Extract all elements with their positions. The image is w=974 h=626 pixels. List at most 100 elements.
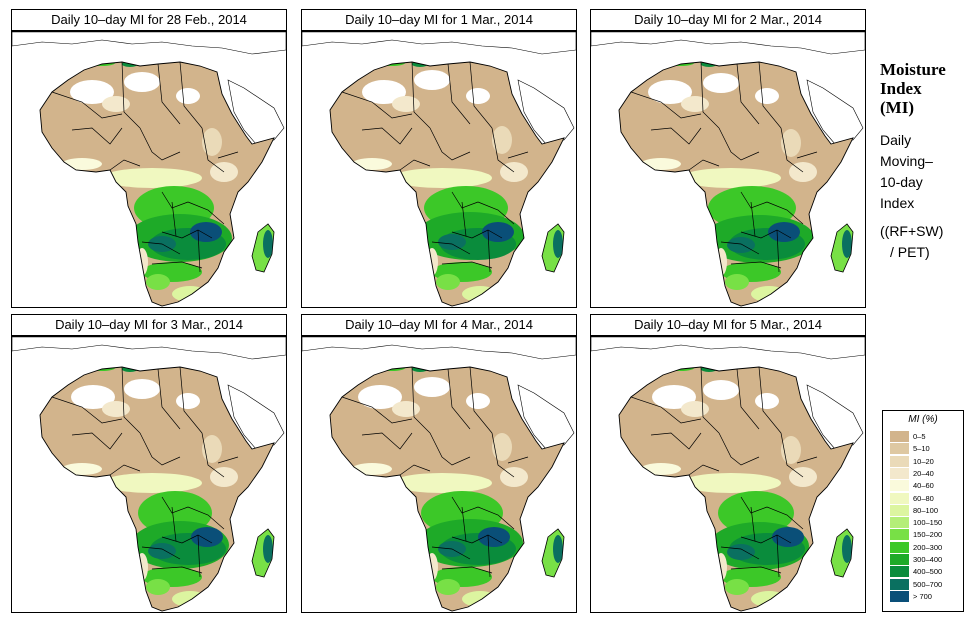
country-border — [736, 368, 760, 430]
country-border — [750, 506, 756, 542]
sahel-belt — [62, 158, 102, 170]
country-border — [650, 432, 702, 450]
desc-line: 10-day — [880, 174, 923, 190]
country-border — [121, 61, 141, 129]
moist-patch — [462, 286, 498, 302]
title-line: (MI) — [880, 98, 914, 117]
dry-patch — [102, 401, 130, 417]
country-border — [720, 241, 760, 255]
coastal-green — [378, 62, 406, 66]
dry-patch — [492, 433, 512, 461]
europe-outline — [591, 32, 865, 55]
country-border — [630, 396, 702, 424]
legend-label: 5–10 — [913, 444, 930, 454]
legend-label: 0–5 — [913, 432, 926, 441]
country-border — [740, 534, 792, 544]
legend-item: 300–400 — [890, 554, 960, 566]
panel-title: Daily 10–day MI for 2 Mar., 2014 — [590, 9, 866, 31]
africa-map — [301, 336, 577, 613]
sahara-bare-patch — [70, 80, 114, 104]
country-border — [650, 127, 702, 145]
very-wet-zone — [478, 527, 510, 547]
sahara-bare-patch — [358, 385, 402, 409]
very-wet-zone — [263, 535, 273, 563]
europe-outline — [12, 337, 286, 360]
madagascar-overlay — [252, 224, 274, 272]
country-border — [451, 191, 479, 209]
coastline — [329, 61, 565, 307]
legend-item: 200–300 — [890, 541, 960, 554]
madagascar-coastline — [251, 528, 275, 578]
country-border — [51, 91, 123, 119]
very-wet-zone — [263, 230, 273, 258]
moist-patch — [462, 591, 498, 607]
country-border — [109, 464, 141, 476]
madagascar-coastline — [251, 223, 275, 273]
wet-zone — [146, 579, 170, 595]
country-border — [740, 191, 768, 209]
country-border — [441, 566, 493, 574]
country-border — [51, 396, 123, 424]
country-border — [507, 151, 529, 159]
country-border — [507, 456, 529, 464]
map-panel-2: Daily 10–day MI for 1 Mar., 2014 — [301, 9, 577, 308]
europe-outline — [12, 32, 286, 55]
country-border — [451, 534, 503, 544]
madagascar-coastline — [541, 223, 565, 273]
sahara-bare-patch — [703, 380, 739, 400]
very-wet-zone — [842, 230, 852, 258]
legend-swatch — [890, 492, 909, 504]
legend-item: > 700 — [890, 590, 960, 603]
legend-swatch — [890, 541, 909, 553]
arabia-outline — [227, 384, 285, 450]
country-border — [766, 506, 804, 530]
sahara-bare-patch — [414, 377, 450, 397]
country-border — [487, 534, 491, 578]
coastline — [618, 61, 854, 307]
formula-line: ((RF+SW) — [880, 223, 944, 239]
wet-zone — [436, 274, 460, 290]
madagascar-overlay — [252, 529, 274, 577]
moisture-overlay — [352, 62, 528, 302]
legend-item: 40–60 — [890, 480, 960, 492]
legend-label: > 700 — [913, 591, 932, 601]
sahel-belt — [62, 463, 102, 475]
country-border — [341, 91, 413, 119]
dry-patch — [392, 401, 420, 417]
sahel-belt — [102, 473, 202, 493]
country-border — [451, 496, 479, 514]
country-border — [469, 366, 493, 434]
madagascar-overlay — [542, 224, 564, 272]
africa-map — [590, 336, 866, 613]
very-wet-zone — [772, 527, 804, 547]
madagascar-overlay — [831, 529, 853, 577]
country-border — [71, 432, 123, 450]
country-border — [139, 432, 181, 466]
country-border — [151, 566, 203, 574]
country-border — [700, 61, 720, 129]
map-panel-6: Daily 10–day MI for 5 Mar., 2014 — [590, 314, 866, 613]
country-border — [796, 151, 818, 159]
legend-item: 100–150 — [890, 517, 960, 529]
sahara-bare-patch — [362, 80, 406, 104]
europe-outline — [591, 337, 865, 360]
sahara-bare-patch — [71, 385, 115, 409]
country-border — [121, 366, 141, 434]
country-border — [171, 201, 177, 237]
legend-item: 20–40 — [890, 467, 960, 480]
map-panel-5: Daily 10–day MI for 4 Mar., 2014 — [301, 314, 577, 613]
country-border — [776, 229, 780, 273]
country-border — [758, 61, 782, 129]
sahel-belt — [641, 158, 681, 170]
panel-title: Daily 10–day MI for 5 Mar., 2014 — [590, 314, 866, 336]
map-panel-1: Daily 10–day MI for 28 Feb., 2014 — [11, 9, 287, 308]
map-panel-4: Daily 10–day MI for 3 Mar., 2014 — [11, 314, 287, 613]
country-border — [109, 159, 141, 171]
legend-title: MI (%) — [908, 414, 938, 425]
panel-title: Daily 10–day MI for 1 Mar., 2014 — [301, 9, 577, 31]
madagascar-coastline — [830, 528, 854, 578]
country-border — [718, 432, 760, 466]
wet-zone — [725, 274, 749, 290]
index-description: Daily Moving– 10-day Index — [880, 130, 972, 214]
coastline — [618, 366, 854, 612]
